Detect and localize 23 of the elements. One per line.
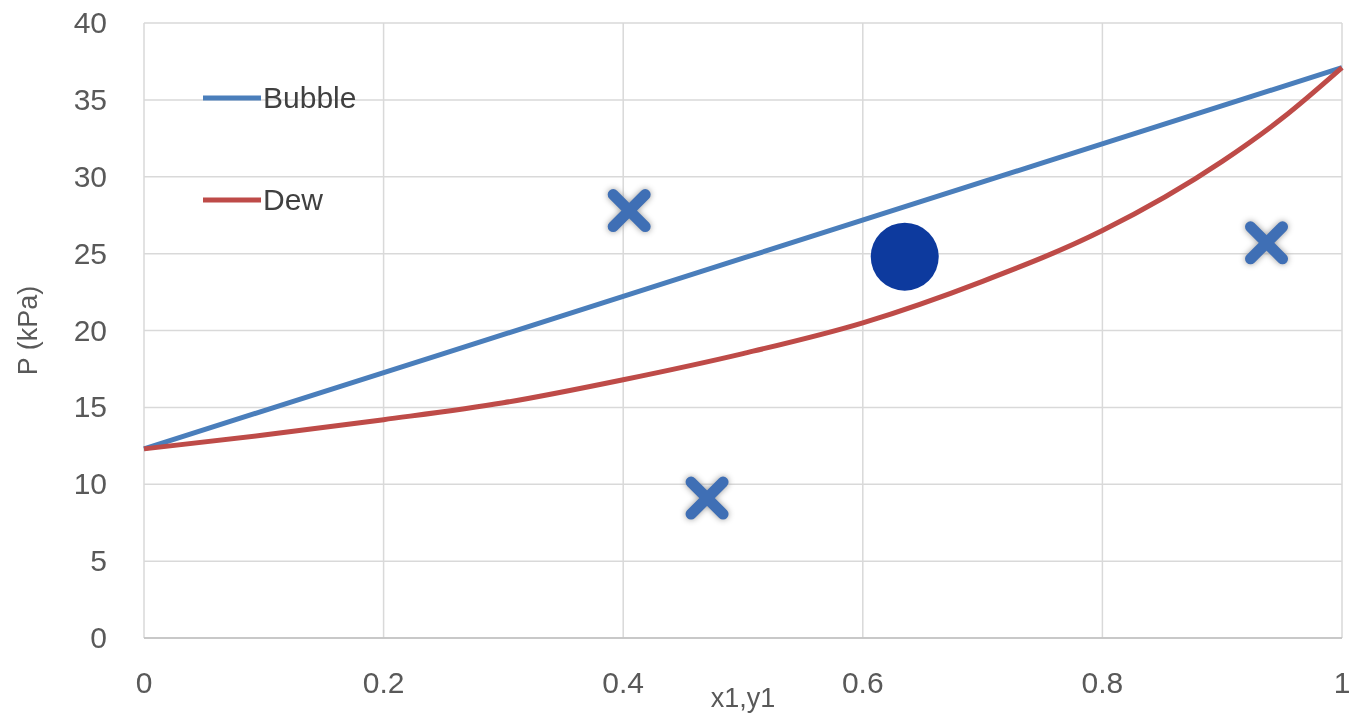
y-tick-label: 20 [73, 313, 107, 347]
y-tick-label: 0 [90, 621, 107, 654]
x-tick-label: 0.6 [841, 666, 884, 699]
x-tick-label: 0.2 [362, 666, 405, 699]
x-tick-label: 0.8 [1081, 666, 1124, 699]
legend-label: Dew [263, 183, 324, 216]
x-tick-label: 1 [1333, 666, 1351, 699]
point [685, 476, 729, 520]
x-axis-title: x1,y1 [710, 683, 776, 713]
y-tick-label: 35 [73, 82, 107, 116]
legend-label: Bubble [263, 81, 357, 114]
y-tick-label: 40 [73, 6, 107, 39]
x-tick-label: 0 [135, 666, 153, 699]
y-axis-title: P (kPa) [13, 285, 43, 376]
point [870, 222, 939, 291]
y-tick-label: 30 [73, 159, 107, 193]
y-tick-label: 15 [73, 390, 107, 424]
y-tick-label: 10 [73, 467, 107, 501]
point [1245, 221, 1289, 265]
y-tick-label: 25 [73, 236, 107, 270]
y-tick-label: 5 [90, 544, 107, 578]
point [607, 189, 651, 233]
x-tick-label: 0.4 [602, 666, 645, 699]
